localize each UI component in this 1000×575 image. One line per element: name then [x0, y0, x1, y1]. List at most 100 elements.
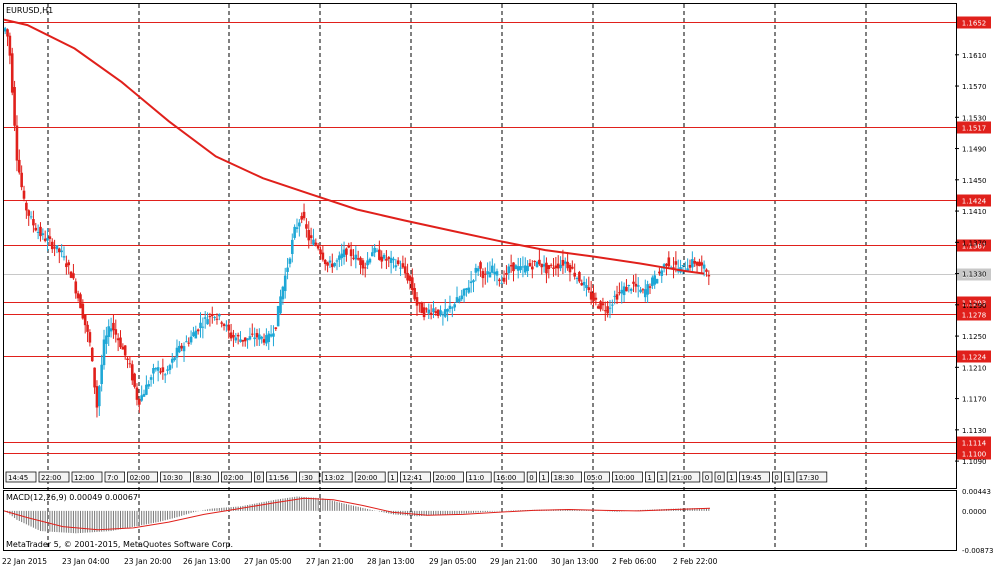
- candle-body: [453, 304, 456, 308]
- event-marker[interactable]: 02:00: [127, 471, 158, 483]
- event-marker[interactable]: 10:30: [160, 471, 192, 483]
- candle-body: [460, 295, 464, 300]
- candle-body: [269, 334, 273, 337]
- event-marker[interactable]: 19:45: [739, 471, 770, 483]
- candle-body: [596, 306, 600, 309]
- event-marker[interactable]: 16:00: [493, 471, 525, 483]
- event-marker[interactable]: 0: [772, 471, 783, 483]
- time-axis-label: 27 Jan 05:00: [244, 557, 292, 566]
- candle-body: [479, 262, 482, 269]
- event-box: [354, 471, 386, 483]
- candle-body: [495, 271, 499, 276]
- event-marker[interactable]: 10:00: [612, 471, 643, 483]
- event-marker[interactable]: 05:0: [584, 471, 610, 483]
- candle-body: [389, 257, 393, 263]
- candle-body: [422, 307, 426, 318]
- candle-body: [707, 274, 711, 277]
- price-tick-label: 1.1530: [962, 114, 987, 122]
- event-box: [526, 471, 537, 483]
- time-axis-label: 26 Jan 13:00: [183, 557, 231, 566]
- event-time-label: 12:00: [74, 474, 94, 482]
- event-time-label: 02:00: [223, 474, 243, 482]
- event-marker[interactable]: 11:0: [465, 471, 492, 483]
- event-marker[interactable]: 02:00: [220, 471, 252, 483]
- candle-body: [436, 309, 440, 316]
- event-marker[interactable]: 1: [784, 471, 795, 483]
- candle-body: [599, 301, 602, 310]
- candle-body: [693, 260, 697, 264]
- candle-body: [316, 245, 320, 249]
- event-time-label: 8:30: [196, 474, 212, 482]
- event-marker[interactable]: 14:45: [5, 471, 37, 483]
- candle-body: [686, 268, 689, 272]
- event-marker[interactable]: 0: [702, 471, 713, 483]
- candle-body: [142, 393, 146, 397]
- event-box: [772, 471, 783, 483]
- candle-body: [239, 339, 242, 342]
- event-time-label: 0: [256, 474, 260, 482]
- candle-body: [130, 364, 134, 381]
- candle-body: [210, 314, 214, 316]
- event-marker[interactable]: 22:00: [38, 471, 70, 483]
- candle-body: [234, 337, 238, 341]
- event-time-label: 05:0: [587, 474, 603, 482]
- event-box: [784, 471, 795, 483]
- macd-label: MACD(12,26,9) 0.00049 0.00067: [6, 493, 138, 502]
- event-box: [432, 471, 464, 483]
- event-marker[interactable]: 11:56: [266, 471, 298, 483]
- candle-body: [665, 263, 668, 266]
- candle-body: [566, 261, 569, 269]
- event-marker[interactable]: 20:00: [354, 471, 386, 483]
- event-marker[interactable]: 18:30: [551, 471, 582, 483]
- candle-body: [147, 384, 151, 387]
- candle-body: [335, 260, 339, 262]
- candle-body: [594, 297, 598, 300]
- event-marker[interactable]: 0: [253, 471, 264, 483]
- candle-body: [338, 255, 341, 260]
- event-box: [669, 471, 701, 483]
- event-marker[interactable]: :30: [299, 471, 320, 483]
- candle-body: [312, 239, 315, 245]
- event-marker[interactable]: 7:0: [104, 471, 126, 483]
- candle-body: [286, 267, 289, 272]
- event-marker[interactable]: 0: [714, 471, 725, 483]
- candle-body: [441, 314, 445, 316]
- candle-body: [363, 267, 367, 269]
- candle-body: [498, 279, 501, 282]
- time-axis-label: 23 Jan 04:00: [62, 557, 110, 566]
- time-axis-label: 2 Feb 22:00: [673, 557, 718, 566]
- event-marker[interactable]: 1: [539, 471, 550, 483]
- candle-body: [121, 346, 125, 350]
- event-marker[interactable]: 21:00: [669, 471, 701, 483]
- level-price-label: 1.1424: [962, 198, 987, 206]
- candle-body: [613, 295, 616, 297]
- candle-body: [267, 333, 271, 343]
- event-marker[interactable]: 0: [526, 471, 537, 483]
- event-marker[interactable]: 12:41: [399, 471, 431, 483]
- candle-body: [575, 277, 579, 279]
- event-strip[interactable]: 14:45 22:00 12:00 7:0 02:00 10:30 8:30 02:00 0 11…: [5, 471, 828, 483]
- macd-tick-label: 0.00443: [962, 488, 991, 496]
- event-marker[interactable]: 1: [657, 471, 668, 483]
- event-marker[interactable]: 13:02: [321, 471, 353, 483]
- candle-body: [643, 289, 647, 298]
- event-marker[interactable]: 17:30: [796, 471, 828, 483]
- candle-body: [455, 297, 459, 303]
- candle-body: [439, 310, 442, 315]
- candle-body: [415, 297, 419, 306]
- event-marker[interactable]: 12:00: [71, 471, 103, 483]
- event-marker[interactable]: 1: [726, 471, 737, 483]
- candle-body: [50, 241, 54, 250]
- candle-body: [232, 334, 235, 338]
- event-marker[interactable]: 1: [645, 471, 656, 483]
- candle-body: [385, 258, 388, 261]
- event-time-label: 0: [529, 474, 533, 482]
- event-marker[interactable]: 8:30: [193, 471, 219, 483]
- event-marker[interactable]: 1: [387, 471, 398, 483]
- candle-body: [556, 263, 560, 269]
- event-marker[interactable]: 20:00: [432, 471, 464, 483]
- candle-body: [340, 253, 344, 259]
- candle-body: [330, 263, 334, 268]
- candle-body: [347, 245, 351, 248]
